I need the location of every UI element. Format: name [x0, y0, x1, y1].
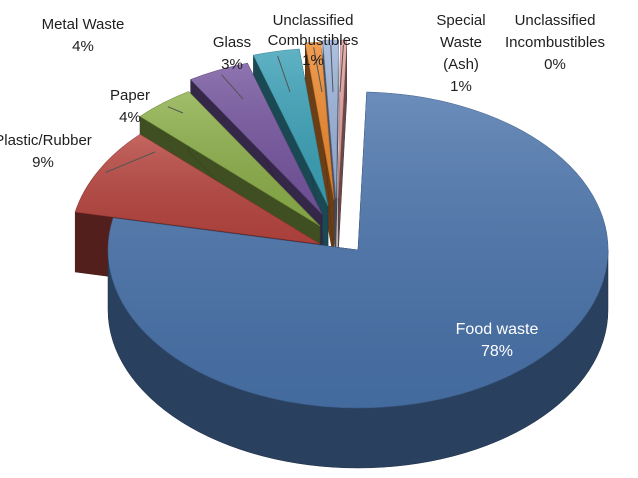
slice-label-4: Metal Waste 4%	[42, 16, 125, 55]
slice-name-label: Unclassified	[515, 12, 596, 29]
slice-name-label: Unclassified	[273, 12, 354, 29]
pie-slice-8	[337, 39, 348, 259]
slice-name-label: Metal Waste	[42, 16, 125, 33]
slice-name-label: Incombustibles	[505, 34, 605, 51]
pie-slices	[74, 39, 609, 469]
slice-label-8: Unclassified Incombustibles 0%	[505, 12, 605, 73]
leader-line-3	[167, 106, 184, 114]
pie-slice-1	[107, 91, 609, 469]
slice-label-3: Paper 4%	[110, 87, 150, 126]
slice-label-7: Special Waste (Ash) 1%	[436, 12, 485, 95]
slice-highlight	[190, 63, 322, 215]
slice-label-6: Unclassified Combustibles 1%	[268, 12, 359, 69]
leader-line-8	[339, 44, 344, 93]
slice-highlight	[322, 40, 339, 198]
slice-highlight	[107, 92, 608, 408]
leader-line-6	[313, 47, 323, 93]
slice-highlight	[75, 134, 321, 244]
slice-highlight	[305, 42, 334, 200]
slice-label-2: Plastic/Rubber 9%	[0, 132, 92, 171]
slice-value-label: 0%	[544, 56, 566, 73]
slice-value-label: 1%	[302, 52, 324, 69]
slice-highlight	[338, 40, 347, 198]
slice-value-label: 4%	[72, 38, 94, 55]
leader-line-7	[330, 44, 334, 93]
slice-value-label: 4%	[119, 109, 141, 126]
leader-line-4	[220, 74, 244, 100]
slice-value-label: 9%	[32, 154, 54, 171]
slice-name-label: (Ash)	[443, 56, 479, 73]
slice-value-label: 3%	[221, 56, 243, 73]
slice-value-label: 78%	[481, 343, 513, 360]
leader-line-2	[105, 151, 156, 173]
slice-label-5: Glass 3%	[213, 34, 251, 73]
slice-highlight	[140, 91, 320, 227]
leader-line-5	[277, 55, 291, 93]
slice-name-label: Plastic/Rubber	[0, 132, 92, 149]
leader-lines	[105, 44, 344, 173]
slice-name-label: Combustibles	[268, 32, 359, 49]
slice-highlight	[253, 49, 328, 206]
slice-name-label: Glass	[213, 34, 251, 51]
slice-name-label: Paper	[110, 87, 150, 104]
slice-name-label: Waste	[440, 34, 482, 51]
slice-value-label: 1%	[450, 78, 472, 95]
slice-labels: Food waste 78%Plastic/Rubber 9%Paper 4%Meta…	[0, 12, 605, 360]
slice-name-label: Food waste	[456, 321, 539, 338]
slice-name-label: Special	[436, 12, 485, 29]
slice-label-1: Food waste 78%	[456, 321, 539, 360]
